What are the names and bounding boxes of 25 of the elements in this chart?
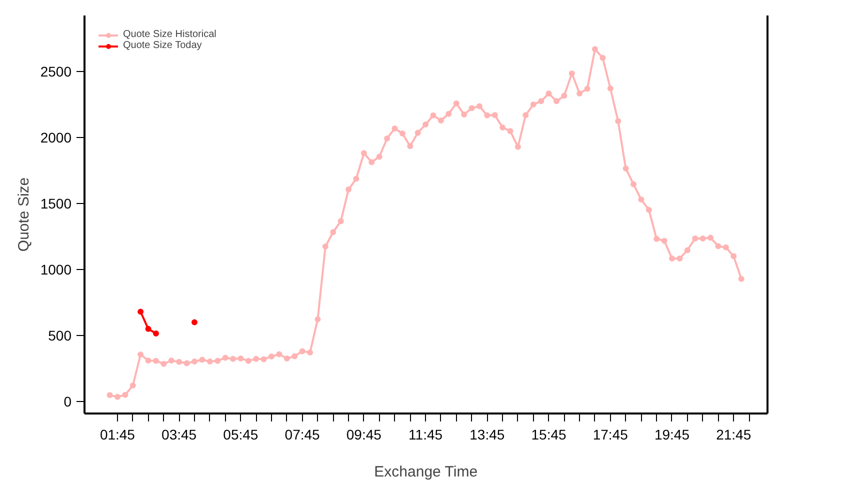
x-axis-title: Exchange Time (374, 464, 478, 480)
y-tick-label: 1500 (40, 195, 72, 212)
x-tick-label: 15:45 (531, 426, 566, 442)
point (145, 326, 152, 332)
x-tick-label: 03:45 (162, 426, 197, 442)
x-tick-label: 19:45 (654, 426, 690, 442)
x-tick-label: 13:45 (470, 426, 505, 442)
y-tick-label: 2000 (40, 129, 72, 146)
y-tick-label: 0 (64, 393, 72, 410)
y-axis-title: Quote Size (15, 177, 32, 252)
y-tick-label: 2500 (40, 63, 72, 80)
x-tick-label: 05:45 (223, 426, 258, 442)
x-tick-label: 09:45 (346, 426, 382, 442)
x-tick-label: 07:45 (284, 426, 320, 442)
legend-label: Quote Size Historical (123, 29, 216, 40)
point (152, 330, 159, 336)
x-tick-label: 17:45 (592, 426, 628, 442)
point (191, 319, 198, 326)
point (138, 308, 144, 315)
y-tick-label: 1000 (40, 261, 72, 278)
x-tick-label: 11:45 (408, 426, 443, 442)
legend-label: Quote Size Today (123, 40, 202, 51)
y-tick-label: 500 (48, 327, 72, 344)
x-tick-label: 21:45 (716, 426, 752, 442)
x-tick-label: 01:45 (100, 426, 136, 442)
